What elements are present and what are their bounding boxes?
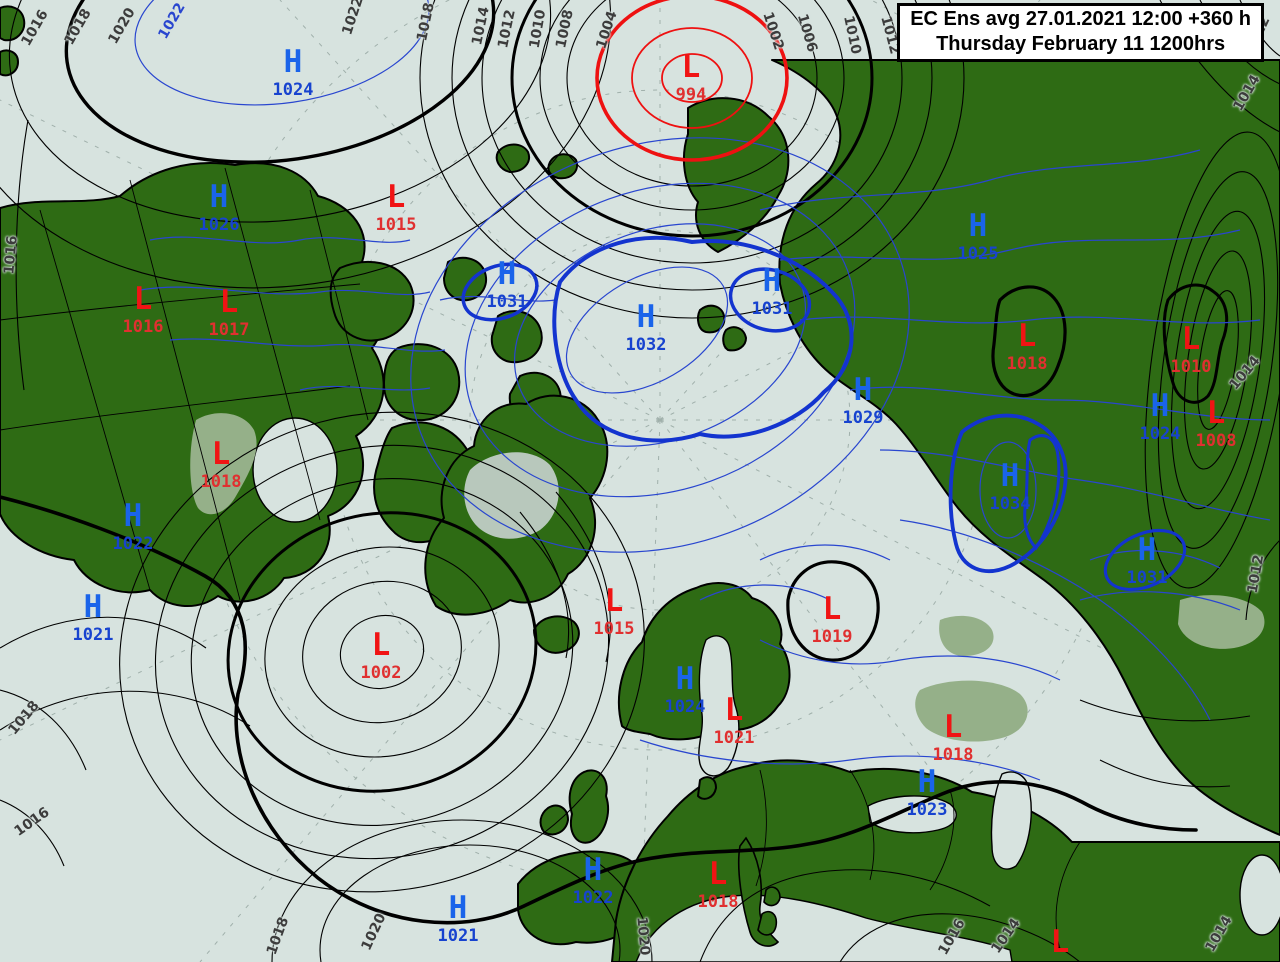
land-sardinia <box>757 910 778 936</box>
land-uk <box>568 769 609 844</box>
land-svalbard <box>722 326 747 352</box>
land-corner <box>0 5 26 42</box>
isobars-blue-thin <box>134 0 1271 781</box>
mediterranean-sea <box>635 894 1013 962</box>
land-chukotka <box>682 97 790 253</box>
land-denmark <box>697 776 717 800</box>
land-siberia <box>771 59 1280 836</box>
land-ireland <box>539 804 569 836</box>
hudson-bay <box>252 417 338 523</box>
inland-seas <box>252 417 1280 962</box>
title-box: EC Ens avg 27.01.2021 12:00 +360 h Thurs… <box>897 3 1264 62</box>
baltic-sea <box>698 635 740 777</box>
title-line-1: EC Ens avg 27.01.2021 12:00 +360 h <box>910 8 1251 30</box>
country-borders <box>0 167 1081 951</box>
land-island <box>383 343 461 422</box>
isobars-red <box>595 0 789 162</box>
land-island <box>443 256 487 302</box>
isobars-blue-thick <box>461 235 1187 592</box>
title-line-2: Thursday February 11 1200hrs <box>936 33 1226 55</box>
land-island <box>329 261 415 342</box>
land-corner <box>0 49 19 77</box>
black-sea <box>867 795 957 834</box>
land-island <box>495 143 530 173</box>
aral-lake <box>1239 854 1280 936</box>
land-north-america <box>0 162 386 607</box>
terrain-patches <box>190 413 1265 742</box>
land-corsica <box>763 886 781 907</box>
land-island <box>490 310 543 364</box>
